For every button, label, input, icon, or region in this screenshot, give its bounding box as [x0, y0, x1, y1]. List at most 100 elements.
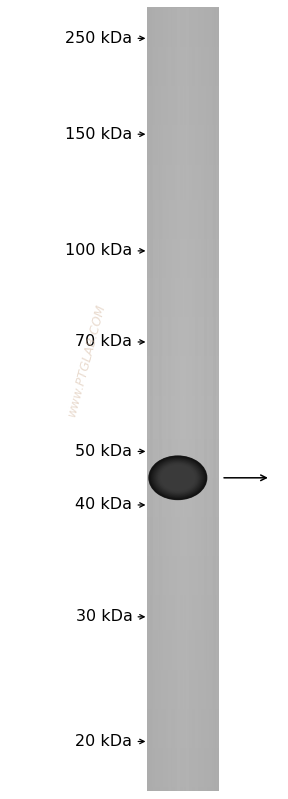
- Bar: [147, 23, 219, 27]
- Bar: [199, 8, 200, 791]
- Bar: [147, 234, 219, 239]
- Bar: [147, 62, 219, 67]
- Bar: [147, 543, 219, 548]
- Bar: [187, 8, 189, 791]
- Bar: [147, 74, 219, 78]
- Bar: [196, 8, 197, 791]
- Bar: [147, 606, 219, 611]
- Bar: [147, 368, 219, 372]
- Bar: [150, 8, 152, 791]
- Bar: [147, 172, 219, 177]
- Bar: [147, 504, 219, 509]
- Bar: [147, 481, 219, 486]
- Ellipse shape: [153, 459, 203, 497]
- Bar: [147, 387, 219, 392]
- Bar: [147, 199, 219, 204]
- Bar: [147, 187, 219, 192]
- Bar: [147, 590, 219, 595]
- Ellipse shape: [160, 464, 196, 491]
- Bar: [147, 195, 219, 200]
- Bar: [147, 297, 219, 301]
- Bar: [147, 512, 219, 517]
- Bar: [147, 8, 219, 791]
- Bar: [147, 708, 219, 713]
- Ellipse shape: [159, 463, 196, 492]
- Ellipse shape: [156, 461, 200, 495]
- Bar: [147, 125, 219, 129]
- Bar: [147, 778, 219, 783]
- Bar: [147, 763, 219, 768]
- Bar: [147, 160, 219, 165]
- Bar: [181, 8, 182, 791]
- Bar: [147, 242, 219, 247]
- Bar: [147, 665, 219, 670]
- Bar: [147, 489, 219, 494]
- Bar: [147, 66, 219, 70]
- Bar: [147, 285, 219, 290]
- Text: 250 kDa: 250 kDa: [65, 31, 132, 46]
- Bar: [147, 630, 219, 634]
- Bar: [147, 575, 219, 579]
- Bar: [147, 258, 219, 262]
- Bar: [173, 8, 174, 791]
- Bar: [147, 685, 219, 690]
- Bar: [147, 450, 219, 455]
- Bar: [147, 696, 219, 701]
- Bar: [147, 496, 219, 501]
- Bar: [147, 461, 219, 466]
- Bar: [147, 442, 219, 447]
- Bar: [147, 732, 219, 736]
- Bar: [183, 8, 184, 791]
- Bar: [147, 262, 219, 266]
- Bar: [156, 8, 157, 791]
- Bar: [147, 254, 219, 259]
- Bar: [147, 622, 219, 626]
- Bar: [147, 602, 219, 607]
- Bar: [147, 743, 219, 748]
- Bar: [147, 176, 219, 181]
- Bar: [193, 8, 194, 791]
- Bar: [147, 594, 219, 599]
- Bar: [147, 324, 219, 329]
- Bar: [147, 720, 219, 725]
- Bar: [147, 747, 219, 752]
- Bar: [147, 19, 219, 24]
- Bar: [147, 34, 219, 39]
- Bar: [147, 654, 219, 658]
- Ellipse shape: [156, 461, 200, 495]
- Bar: [147, 539, 219, 544]
- Bar: [204, 8, 206, 791]
- Bar: [147, 89, 219, 94]
- Ellipse shape: [160, 464, 196, 491]
- Bar: [147, 457, 219, 462]
- Bar: [147, 759, 219, 764]
- Bar: [147, 465, 219, 470]
- Ellipse shape: [150, 456, 206, 499]
- Bar: [147, 650, 219, 654]
- Bar: [147, 493, 219, 497]
- Bar: [151, 8, 153, 791]
- Bar: [147, 786, 219, 791]
- Bar: [147, 191, 219, 196]
- Bar: [178, 8, 180, 791]
- Bar: [147, 250, 219, 255]
- Bar: [201, 8, 202, 791]
- Bar: [147, 222, 219, 227]
- Bar: [147, 755, 219, 760]
- Bar: [147, 93, 219, 98]
- Bar: [147, 203, 219, 208]
- Bar: [147, 430, 219, 435]
- Bar: [214, 8, 215, 791]
- Bar: [147, 403, 219, 407]
- Bar: [147, 352, 219, 356]
- Bar: [155, 8, 156, 791]
- Bar: [147, 524, 219, 529]
- Bar: [213, 8, 215, 791]
- Bar: [162, 8, 163, 791]
- Bar: [188, 8, 190, 791]
- Bar: [147, 704, 219, 709]
- Ellipse shape: [150, 457, 205, 499]
- Bar: [158, 8, 159, 791]
- Ellipse shape: [154, 460, 201, 495]
- Bar: [147, 238, 219, 243]
